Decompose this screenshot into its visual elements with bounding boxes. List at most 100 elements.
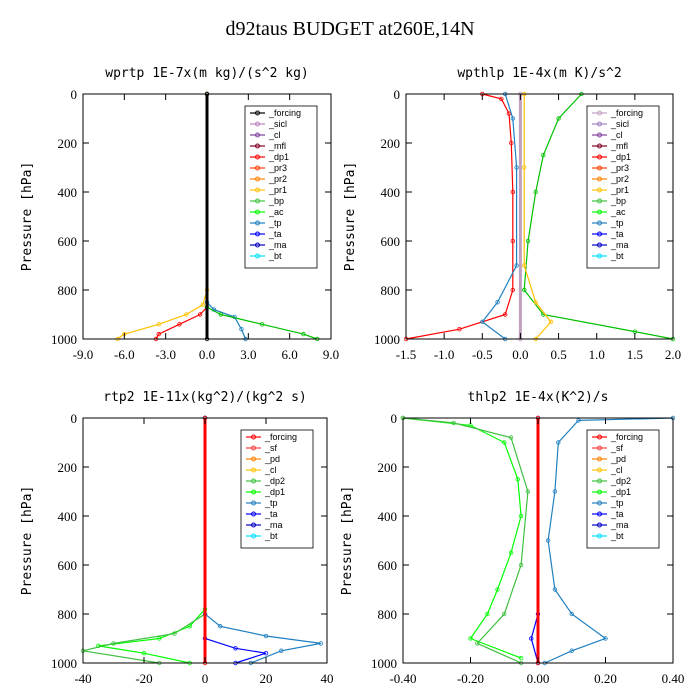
legend-entry: _forcing [268,108,301,118]
data-point [172,631,177,636]
y-tick-label: 1000 [374,332,400,347]
data-point [499,96,504,102]
legend-marker [251,456,256,462]
plot-4: thlp2 1E-4x(K^2)/s Pressure [hPa] -0.40 -0.… [340,390,684,686]
data-point [301,331,306,337]
data-point [552,489,558,494]
data-point [457,327,462,332]
legend-marker [255,165,260,171]
series-line-dp2 [402,417,529,664]
data-point [480,319,485,325]
legend-marker [597,110,602,116]
legend-marker [597,467,602,473]
x-tick-label: -40 [74,671,91,686]
legend-marker [597,220,602,226]
legend-entry: _ta [610,509,624,519]
x-tick-label: 20 [260,671,273,686]
x-tick-label: -0.20 [457,671,484,686]
data-point [576,418,581,423]
y-tick-label: 400 [58,185,78,200]
legend-marker [597,242,602,248]
legend-marker [251,511,256,517]
y-tick-label: 800 [58,607,78,622]
data-point [556,116,561,121]
legend-entry: _cl [610,130,623,140]
data-point [510,189,515,195]
legend-entry: _pr2 [268,174,287,184]
data-point [522,165,527,170]
y-tick-label: 600 [381,234,401,249]
y-tick-label: 800 [58,283,78,298]
plot-title: wprtp 1E-7x(m kg)/(s^2 kg) [105,66,309,81]
x-tick-label: 0.40 [662,671,685,686]
y-axis-label: Pressure [hPa] [343,162,358,272]
y-tick-label: 1000 [51,332,77,347]
x-tick-label: -0.5 [472,347,493,362]
legend-entry: _bt [610,251,624,261]
legend-entry: _sf [264,443,278,453]
legend-entry: _cl [610,465,623,475]
x-tick-label: 40 [321,671,334,686]
legend-marker [251,489,256,495]
legend-entry: _pr3 [610,163,629,173]
legend-marker [255,253,260,259]
legend-entry: _bp [610,196,626,206]
legend-entry: _ma [610,520,629,530]
x-tick-label: -9.0 [73,347,94,362]
x-tick-label: 0 [202,671,209,686]
data-point [184,312,189,317]
legend-entry: _dp1 [610,152,631,162]
data-point [510,116,515,121]
legend-entry: _sicl [268,119,287,129]
legend-marker [255,231,260,237]
series-line-dp1 [402,417,522,659]
legend-marker [251,434,256,440]
data-point [495,300,500,305]
x-tick-label: -0.40 [389,671,416,686]
y-axis-label: Pressure [hPa] [20,162,35,272]
data-point [603,636,608,641]
series-line-pr1 [523,94,552,340]
x-tick-label: 0.20 [594,671,617,686]
legend-marker [251,500,256,506]
legend-entry: _bt [264,531,278,541]
legend-marker [597,522,602,528]
x-tick-label: 0.0 [199,347,215,362]
legend-entry: _ta [610,229,624,239]
series-line-dp1 [98,418,206,664]
legend-marker [255,198,260,204]
plot-title: thlp2 1E-4x(K^2)/s [468,390,609,405]
x-tick-label: 2.0 [665,347,681,362]
legend-marker [597,165,602,171]
y-tick-label: 600 [378,558,398,573]
y-axis-label: Pressure [hPa] [20,486,35,596]
legend-marker [597,121,602,127]
data-point [239,327,244,332]
data-point [468,636,473,641]
legend-entry: _forcing [610,432,643,442]
data-point [197,312,203,317]
y-tick-label: 400 [378,509,398,524]
legend-entry: _pr1 [268,185,287,195]
legend-entry: _dp2 [264,476,285,486]
data-point [533,189,538,195]
data-point [508,550,514,555]
legend-marker [251,522,256,528]
legend-entry: _mfl [268,141,286,151]
legend-marker [597,456,602,462]
series-line-dp1 [155,94,208,340]
data-point [475,641,480,646]
legend-entry: _ma [268,240,287,250]
data-point [525,489,531,494]
x-tick-label: -1.5 [396,347,417,362]
data-point [541,153,546,158]
x-tick-label: 1.0 [589,347,605,362]
legend-entry: _tp [610,218,624,228]
legend-marker [255,154,260,160]
legend-entry: _pr3 [268,163,287,173]
plot-title: rtp2 1E-11x(kg^2)/(kg^2 s) [103,390,307,405]
data-point [522,287,527,293]
data-point [509,140,514,146]
y-tick-label: 800 [378,607,398,622]
